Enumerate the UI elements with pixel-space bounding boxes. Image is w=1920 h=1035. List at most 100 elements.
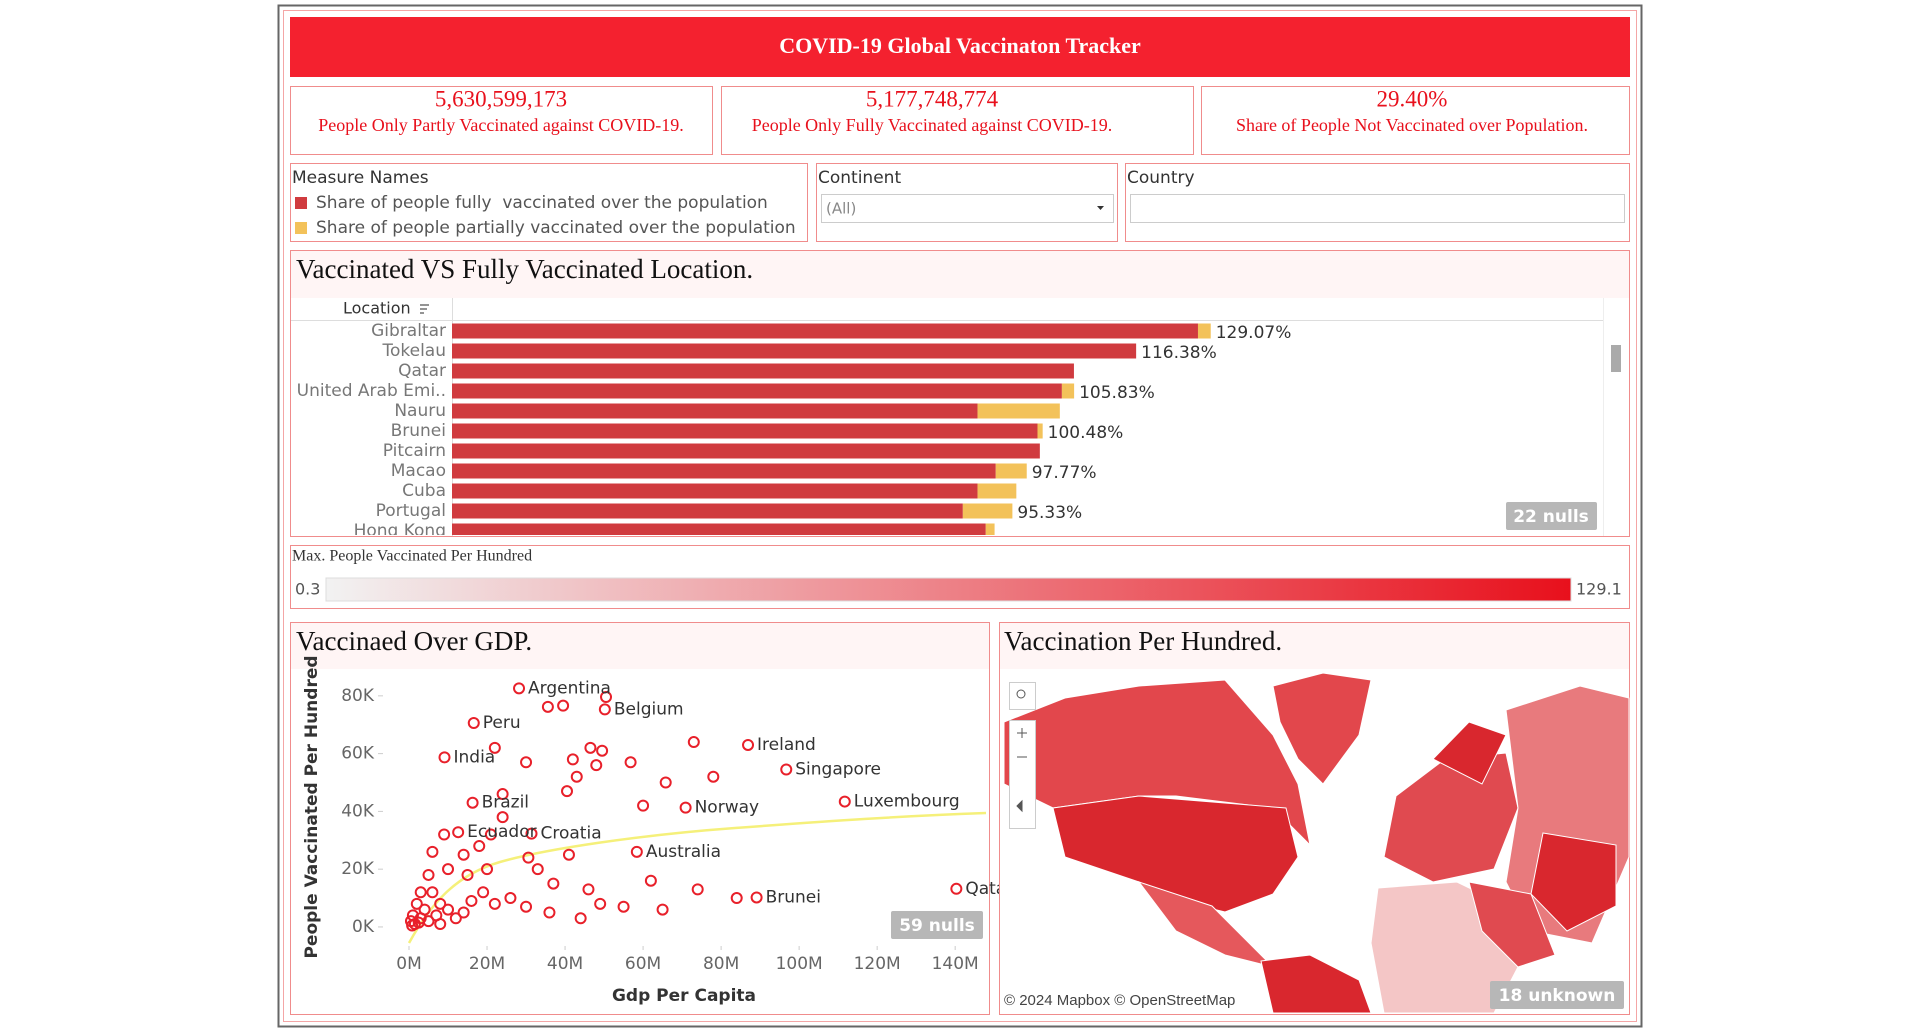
scatter-point[interactable] xyxy=(543,906,556,919)
scatter-point[interactable] xyxy=(438,828,451,841)
scatter-point[interactable] xyxy=(687,736,700,749)
country[interactable] xyxy=(1530,832,1617,932)
scatter-point[interactable] xyxy=(590,759,603,772)
scatter-point[interactable] xyxy=(838,795,851,808)
country[interactable] xyxy=(1052,795,1299,913)
scatter-point[interactable] xyxy=(691,883,704,896)
scatter-point[interactable] xyxy=(449,912,462,925)
x-tick-label: 20M xyxy=(469,954,505,974)
scatter-point[interactable] xyxy=(566,753,579,766)
scatter-point[interactable] xyxy=(750,891,763,904)
scrollbar-thumb[interactable] xyxy=(1611,345,1621,372)
scatter-point[interactable] xyxy=(426,886,439,899)
scatter-point[interactable] xyxy=(584,741,597,754)
scatter-point[interactable] xyxy=(442,863,455,876)
scatter-point[interactable] xyxy=(562,848,575,861)
scatter-point[interactable] xyxy=(422,868,435,881)
nulls-badge[interactable] xyxy=(1506,502,1597,530)
scatter-point[interactable] xyxy=(406,919,419,932)
scatter-point[interactable] xyxy=(598,703,611,716)
scatter-point[interactable] xyxy=(561,785,574,798)
scatter-point[interactable] xyxy=(488,741,501,754)
scatter-point[interactable] xyxy=(730,892,743,905)
scatter-point[interactable] xyxy=(466,796,479,809)
legend-swatch xyxy=(295,197,307,209)
scatter-point[interactable] xyxy=(457,848,470,861)
scatter-point[interactable] xyxy=(496,811,509,824)
bar-segment xyxy=(1197,323,1211,339)
scatter-point[interactable] xyxy=(541,700,554,713)
scatter-point[interactable] xyxy=(520,900,533,913)
scatter-point[interactable] xyxy=(461,868,474,881)
scatter-point[interactable] xyxy=(457,906,470,919)
y-tick-label: 0K xyxy=(352,917,375,937)
bar-segment xyxy=(977,483,1017,499)
scatter-point[interactable] xyxy=(557,699,570,712)
scatter-point[interactable] xyxy=(481,863,494,876)
scatter-point[interactable] xyxy=(637,799,650,812)
kpi-label: People Only Partly Vaccinated against CO… xyxy=(318,115,684,135)
country[interactable] xyxy=(1432,721,1507,785)
scatter-point[interactable] xyxy=(707,770,720,783)
scatter-point[interactable] xyxy=(434,918,447,931)
point-label: Brazil xyxy=(482,793,529,813)
scatter-point[interactable] xyxy=(434,897,447,910)
point-label: Australia xyxy=(646,842,721,862)
scatter-point[interactable] xyxy=(570,770,583,783)
scatter-point[interactable] xyxy=(438,751,451,764)
kpi-card xyxy=(1201,86,1630,155)
scatter-point[interactable] xyxy=(484,828,497,841)
scatter-point[interactable] xyxy=(410,897,423,910)
bar-segment xyxy=(452,443,1040,459)
scatter-point[interactable] xyxy=(426,845,439,858)
scatter-point[interactable] xyxy=(488,897,501,910)
scatter-point[interactable] xyxy=(582,883,595,896)
scatter-point[interactable] xyxy=(950,882,963,895)
point-label: Argentina xyxy=(528,678,611,698)
unknown-badge[interactable] xyxy=(1490,981,1624,1009)
map-search-button[interactable] xyxy=(1009,682,1036,710)
continent-dropdown[interactable] xyxy=(821,194,1114,223)
scatter-point[interactable] xyxy=(679,801,692,814)
scatter-point[interactable] xyxy=(465,894,478,907)
scatter-point[interactable] xyxy=(596,744,609,757)
scatter-point[interactable] xyxy=(630,845,643,858)
scatter-point[interactable] xyxy=(742,738,755,751)
scatter-point[interactable] xyxy=(496,788,509,801)
scatter-point[interactable] xyxy=(624,756,637,769)
map-title: Vaccination Per Hundred. xyxy=(1004,626,1282,656)
scatter-point[interactable] xyxy=(656,903,669,916)
scatter-point[interactable] xyxy=(418,903,431,916)
scatter-point[interactable] xyxy=(600,690,613,703)
sort-icon[interactable] xyxy=(420,304,429,314)
scatter-point[interactable] xyxy=(414,886,427,899)
scatter-point[interactable] xyxy=(594,897,607,910)
scatter-point[interactable] xyxy=(513,682,526,695)
scatter-point[interactable] xyxy=(520,756,533,769)
map[interactable] xyxy=(1003,672,1630,1014)
scatter-point[interactable] xyxy=(473,840,486,853)
country[interactable] xyxy=(1272,672,1372,785)
category-label: Macao xyxy=(391,461,446,481)
category-label: Nauru xyxy=(394,401,446,421)
scatter-point[interactable] xyxy=(525,827,538,840)
scatter-point[interactable] xyxy=(452,826,465,839)
scatter-point[interactable] xyxy=(574,912,587,925)
country[interactable] xyxy=(1260,954,1372,1014)
scatter-point[interactable] xyxy=(477,886,490,899)
country[interactable] xyxy=(1468,881,1556,968)
scatter-point[interactable] xyxy=(644,874,657,887)
scatter-point[interactable] xyxy=(547,877,560,890)
y-tick-label: 60K xyxy=(341,744,375,764)
scatter-point[interactable] xyxy=(504,892,517,905)
scatter-point[interactable] xyxy=(442,903,455,916)
scatter-point[interactable] xyxy=(617,900,630,913)
scatter-point[interactable] xyxy=(780,763,793,776)
country-search[interactable] xyxy=(1130,194,1625,223)
scatter-point[interactable] xyxy=(422,915,435,928)
scatter-point[interactable] xyxy=(659,776,672,789)
scatter-point[interactable] xyxy=(531,863,544,876)
scatter-point[interactable] xyxy=(522,851,535,864)
scatter-point[interactable] xyxy=(467,716,480,729)
nulls-badge[interactable] xyxy=(891,911,983,939)
